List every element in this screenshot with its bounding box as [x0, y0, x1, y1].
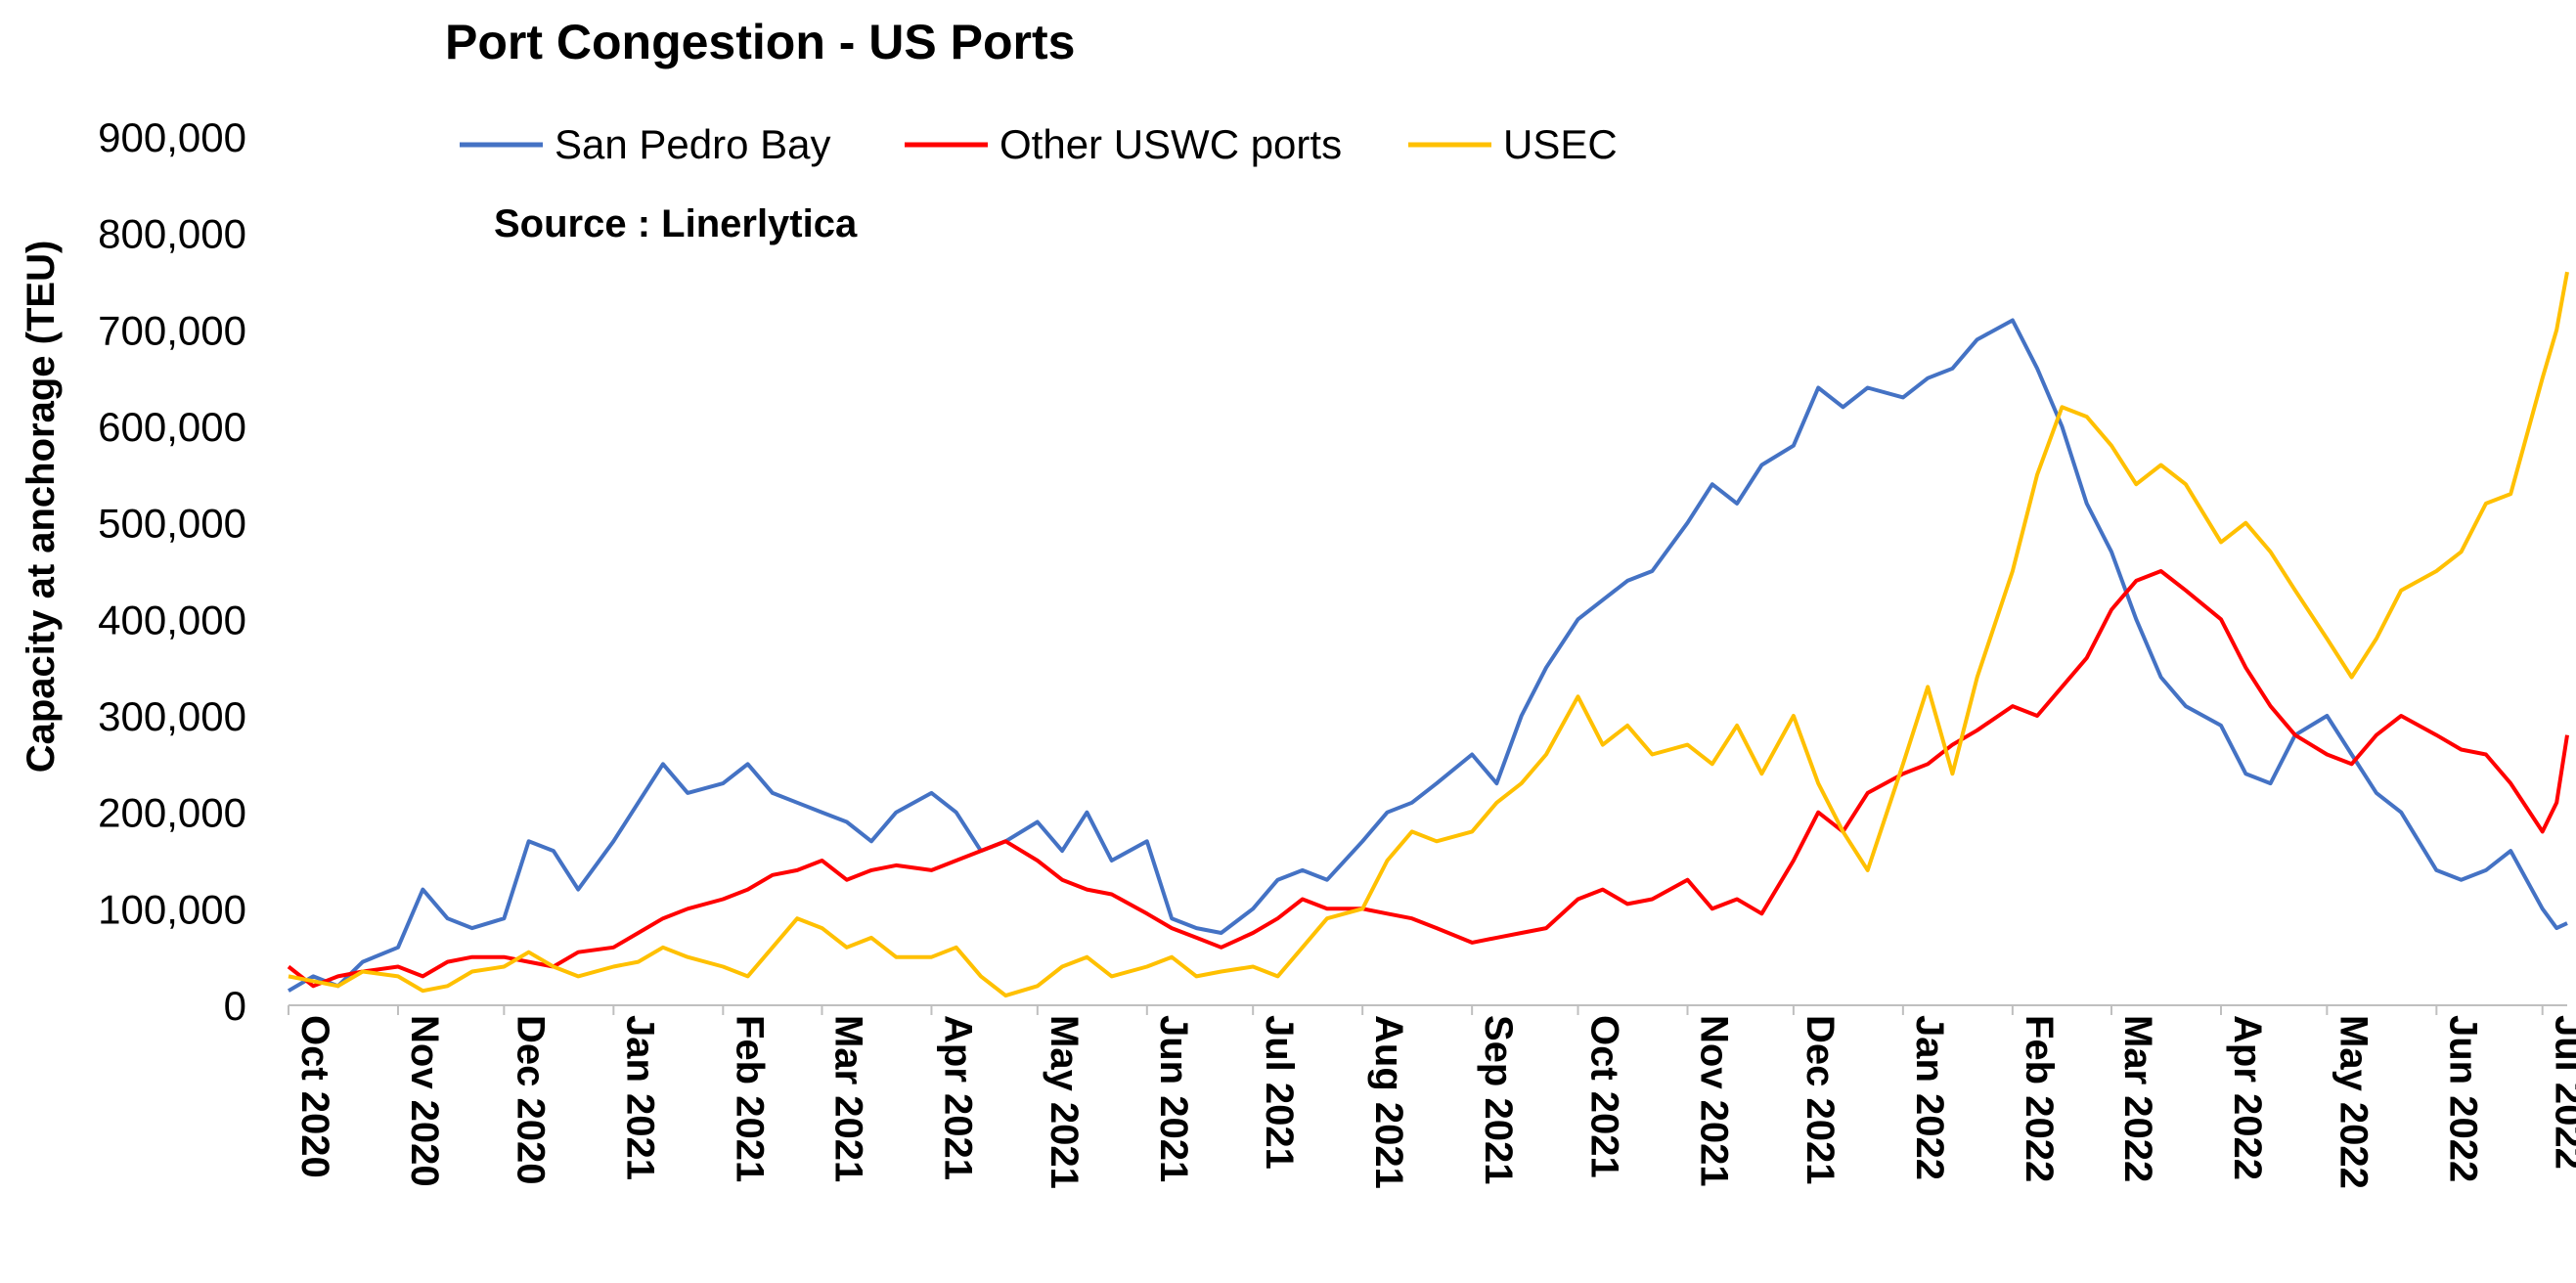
x-tick-label: Mar 2022 — [2116, 1015, 2159, 1182]
y-tick-label: 0 — [224, 983, 246, 1029]
x-tick-label: Dec 2021 — [1799, 1015, 1842, 1184]
y-tick-label: 600,000 — [98, 404, 246, 450]
y-tick-label: 200,000 — [98, 790, 246, 836]
legend-label-san-pedro-bay: San Pedro Bay — [555, 121, 831, 167]
x-tick-label: Mar 2021 — [826, 1015, 869, 1182]
series-lines — [287, 271, 2569, 998]
y-axis-label: Capacity at anchorage (TEU) — [20, 241, 63, 774]
x-tick-label: Nov 2020 — [403, 1015, 446, 1187]
x-tick-label: Jul 2021 — [1258, 1015, 1301, 1170]
series-line-usec — [288, 271, 2569, 998]
series-line-san-pedro-bay — [287, 318, 2568, 993]
legend: San Pedro Bay Other USWC ports USEC — [460, 121, 1618, 167]
y-tick-label: 800,000 — [98, 211, 246, 257]
legend-label-other-uswc-ports: Other USWC ports — [999, 121, 1342, 167]
x-tick-label: May 2021 — [1043, 1015, 1086, 1189]
x-tick-label: Apr 2022 — [2226, 1015, 2269, 1180]
x-tick-label: Oct 2020 — [293, 1015, 336, 1178]
x-tick-label: Apr 2021 — [936, 1015, 979, 1180]
x-tick-label: Jun 2022 — [2441, 1015, 2484, 1182]
x-axis-ticks: Oct 2020 Nov 2020 Dec 2020 Jan 2021 Feb 2021… — [288, 1005, 2576, 1189]
x-tick-label: Dec 2020 — [509, 1015, 552, 1184]
x-tick-label: Feb 2022 — [2018, 1015, 2061, 1182]
x-tick-label: Jul 2022 — [2548, 1015, 2576, 1170]
y-axis-ticks: 0 100,000 200,000 300,000 400,000 500,000 600,… — [98, 114, 246, 1029]
x-tick-label: Jun 2021 — [1152, 1015, 1195, 1182]
x-tick-label: Aug 2021 — [1367, 1015, 1410, 1189]
x-tick-label: Sep 2021 — [1477, 1015, 1520, 1184]
legend-label-usec: USEC — [1503, 121, 1618, 167]
x-tick-label: Nov 2021 — [1693, 1015, 1736, 1187]
x-tick-label: Oct 2021 — [1583, 1015, 1626, 1178]
x-tick-label: Jan 2021 — [618, 1015, 661, 1180]
y-tick-label: 100,000 — [98, 886, 246, 932]
y-tick-label: 900,000 — [98, 114, 246, 160]
source-note: Source : Linerlytica — [494, 202, 858, 245]
series-line-other-uswc-ports — [287, 569, 2569, 989]
chart-title: Port Congestion - US Ports — [445, 15, 1075, 69]
x-tick-label: Feb 2021 — [728, 1015, 771, 1182]
y-tick-label: 400,000 — [98, 597, 246, 642]
x-tick-label: May 2022 — [2332, 1015, 2375, 1189]
x-tick-label: Jan 2022 — [1908, 1015, 1951, 1180]
y-tick-label: 700,000 — [98, 307, 246, 353]
y-tick-label: 500,000 — [98, 501, 246, 547]
y-tick-label: 300,000 — [98, 693, 246, 739]
